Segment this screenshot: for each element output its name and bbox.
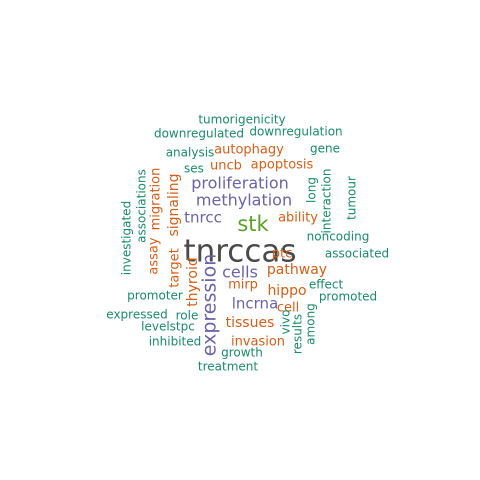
cloud-word: analysis [166, 146, 215, 160]
cloud-word: target [168, 248, 183, 288]
cloud-word: cells [222, 263, 258, 282]
cloud-word: long [305, 177, 319, 203]
cloud-word: invasion [231, 335, 285, 350]
cloud-word: tnrcc [184, 209, 222, 227]
cloud-word: expressed [106, 308, 167, 322]
cloud-word: growth [221, 346, 263, 360]
cloud-word: uncb [210, 159, 242, 174]
cloud-word: levelstpc [141, 320, 195, 334]
cloud-word: pathway [267, 262, 327, 278]
cloud-word: tumorigenicity [198, 113, 285, 127]
cloud-word: methylation [196, 191, 292, 210]
cloud-word: hippo [267, 283, 306, 299]
cloud-word: results [291, 314, 305, 354]
cloud-word: investigated [120, 201, 134, 275]
cloud-word: thyroid [185, 257, 201, 306]
cloud-word: associated [325, 247, 389, 261]
cloud-word: associations [135, 169, 149, 243]
cloud-word: promoter [127, 289, 183, 303]
cloud-word: proliferation [191, 174, 289, 193]
cloud-word: noncoding [307, 230, 370, 244]
cloud-word: treatment [198, 360, 258, 374]
cloud-word: vivo [279, 310, 293, 335]
cloud-word: downregulation [249, 125, 342, 139]
cloud-word: signaling [166, 173, 182, 236]
cloud-word: autophagy [214, 143, 284, 158]
cloud-word: role [176, 309, 199, 323]
cloud-word: interaction [320, 169, 334, 234]
cloud-word: cell [277, 301, 299, 316]
cloud-word: among [304, 303, 318, 345]
cloud-word: apoptosis [251, 158, 314, 173]
cloud-word: ptc [272, 247, 293, 262]
cloud-word: gene [310, 142, 340, 156]
cloud-word: tnrccas [183, 234, 296, 270]
cloud-word: lncrna [232, 295, 279, 313]
cloud-word: ses [184, 162, 204, 176]
cloud-word: assay [147, 237, 162, 274]
cloud-word: mirp [228, 278, 258, 293]
cloud-word: tissues [226, 315, 275, 331]
cloud-word: promoted [319, 290, 377, 304]
cloud-word: effect [309, 278, 344, 292]
cloud-word: stk [237, 212, 269, 236]
cloud-word: expression [199, 254, 221, 357]
cloud-word: ability [278, 211, 318, 226]
cloud-word: migration [149, 168, 164, 231]
cloud-word: downregulated [154, 127, 244, 141]
cloud-word: inhibited [149, 335, 202, 349]
cloud-word: tumour [345, 176, 359, 220]
